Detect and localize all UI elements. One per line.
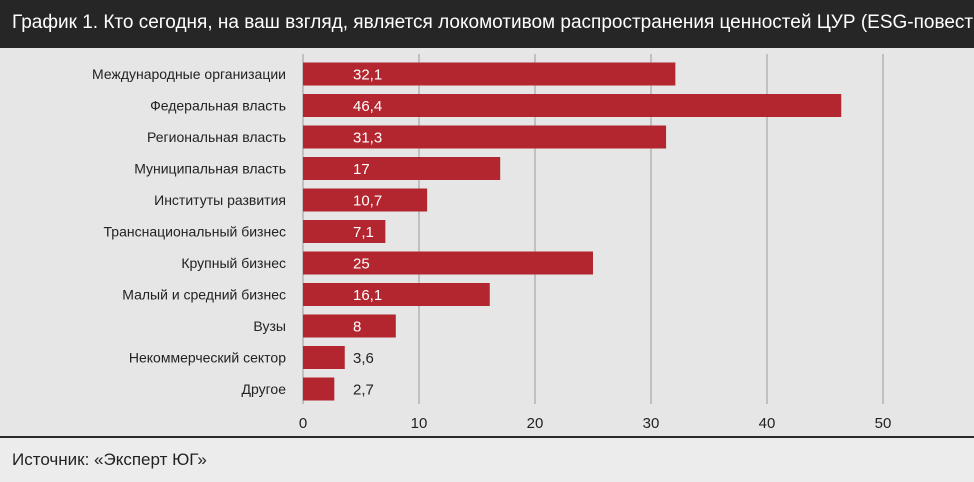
category-label: Вузы	[253, 318, 286, 334]
value-label: 7,1	[353, 224, 374, 241]
value-label: 16,1	[353, 287, 382, 304]
bar	[303, 125, 667, 149]
value-label: 3,6	[353, 350, 374, 367]
category-label: Другое	[242, 381, 287, 397]
category-label: Международные организации	[92, 66, 286, 82]
x-tick-label: 50	[875, 415, 892, 432]
bar-chart: 32,1 46,4 31,3 17 10,7 7,1 25 16,1 8 3,6 2,7 Между…	[92, 54, 892, 432]
category-label: Региональная власть	[147, 129, 286, 145]
bar	[303, 157, 501, 180]
source-note: Источник: «Эксперт ЮГ»	[0, 436, 974, 482]
bars-group: 32,1 46,4 31,3 17 10,7 7,1 25 16,1 8 3,6 2,7	[303, 62, 842, 401]
value-label: 2,7	[353, 382, 374, 399]
bar	[303, 188, 428, 212]
bar	[303, 377, 335, 401]
bar	[303, 94, 842, 117]
value-label: 32,1	[353, 67, 382, 84]
category-label: Муниципальная власть	[134, 161, 286, 177]
value-label: 10,7	[353, 193, 382, 210]
chart-title: График 1. Кто сегодня, на ваш взгляд, яв…	[0, 0, 974, 48]
x-tick-label: 20	[527, 415, 544, 432]
bar	[303, 251, 593, 275]
bar	[303, 283, 490, 306]
category-label: Крупный бизнес	[181, 255, 286, 271]
category-label: Транснациональный бизнес	[104, 224, 286, 240]
x-tick-label: 30	[643, 415, 660, 432]
bar	[303, 62, 676, 86]
category-label: Малый и средний бизнес	[122, 287, 286, 303]
x-tick-label: 10	[411, 415, 428, 432]
bar	[303, 220, 386, 243]
value-label: 8	[353, 319, 361, 336]
category-labels: Международные организации Федеральная вла…	[92, 66, 286, 397]
category-label: Федеральная власть	[150, 98, 286, 114]
value-label: 17	[353, 161, 370, 178]
value-label: 25	[353, 256, 370, 273]
value-label: 31,3	[353, 130, 382, 147]
category-label: Институты развития	[154, 192, 286, 208]
x-tick-label: 0	[299, 415, 307, 432]
category-label: Некоммерческий сектор	[129, 350, 286, 366]
x-tick-labels: 0 10 20 30 40 50	[299, 415, 892, 432]
bar	[303, 314, 396, 338]
bar	[303, 346, 345, 369]
value-label: 46,4	[353, 98, 382, 115]
x-tick-label: 40	[759, 415, 776, 432]
